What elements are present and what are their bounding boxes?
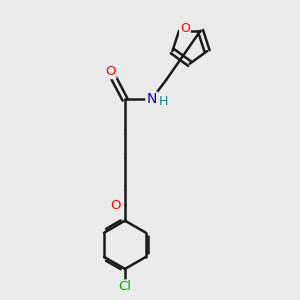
Text: Cl: Cl (118, 280, 131, 293)
Text: H: H (159, 95, 169, 108)
Text: O: O (110, 199, 121, 212)
Text: N: N (146, 92, 157, 106)
Text: O: O (180, 22, 190, 35)
Text: O: O (105, 65, 116, 78)
